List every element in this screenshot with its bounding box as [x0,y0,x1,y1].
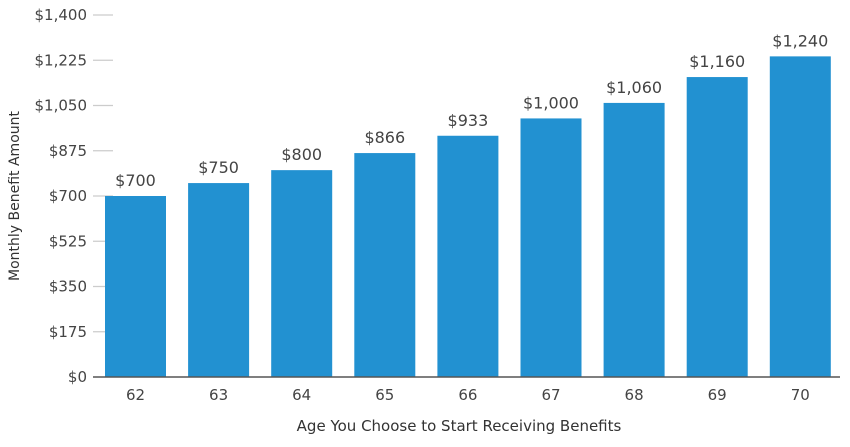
y-tick-label: $350 [49,278,87,296]
y-tick-label: $175 [49,323,87,341]
x-tick-label: 69 [708,386,727,404]
y-axis-label: Monthly Benefit Amount [7,110,23,280]
x-tick-label: 65 [375,386,394,404]
data-label: $866 [364,128,405,147]
x-tick-label: 68 [625,386,644,404]
bar-70 [769,56,831,377]
data-label: $1,160 [689,52,745,71]
bar-65 [354,153,416,377]
bar-68 [603,102,665,378]
bar-62 [105,196,166,377]
data-label: $750 [198,158,239,177]
y-tick-label: $700 [49,187,87,205]
x-tick-label: 66 [458,386,477,404]
bar-63 [188,183,250,377]
bar-69 [686,77,748,378]
data-label: $1,240 [772,31,828,50]
x-tick-label: 63 [209,386,228,404]
y-tick-label: $875 [49,142,87,160]
x-tick-label: 62 [126,386,145,404]
y-tick-label: $1,400 [35,6,88,24]
x-tick-label: 64 [292,386,311,404]
x-tick-label: 67 [541,386,560,404]
y-tick-label: $0 [68,368,87,386]
data-label: $700 [115,171,156,190]
y-tick-label: $1,050 [35,97,88,115]
data-label: $1,000 [523,93,579,112]
y-tick-label: $1,225 [35,51,88,69]
x-tick-label: 70 [791,386,810,404]
data-label: $1,060 [606,78,662,97]
y-tick-label: $525 [49,232,87,250]
bar-67 [520,118,582,377]
data-label: $933 [448,111,489,130]
data-label: $800 [281,145,322,164]
bar-64 [271,170,333,377]
bar-66 [437,135,499,377]
x-axis-label: Age You Choose to Start Receiving Benefi… [297,417,622,435]
